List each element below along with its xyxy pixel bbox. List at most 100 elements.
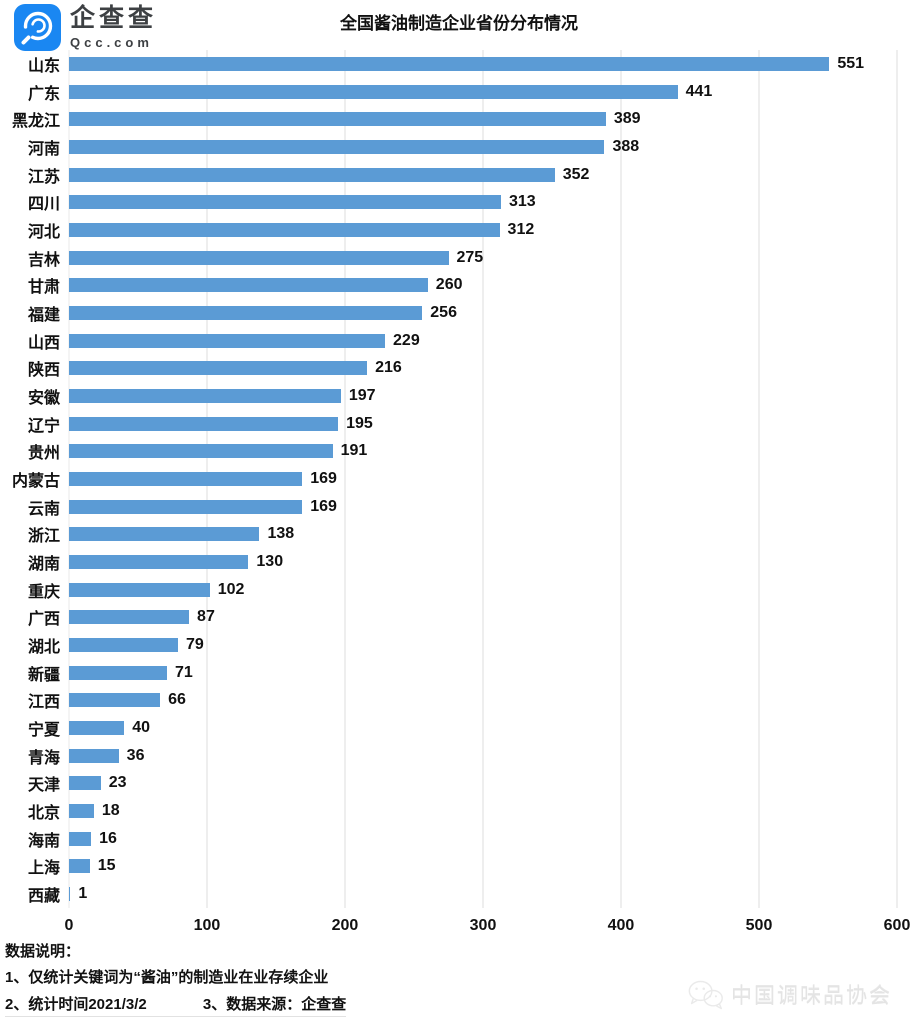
bar-row: 湖南 130 <box>0 548 918 576</box>
x-axis-tick: 600 <box>883 916 911 934</box>
brand-name: 企查查 <box>70 4 158 33</box>
header: 企查查 Qcc.com 全国酱油制造企业省份分布情况 <box>0 0 918 51</box>
bar-chart: 山东 551 广东 441 黑龙江 389 河南 388 江苏 352 <box>0 50 918 908</box>
province-label: 吉林 <box>27 251 60 269</box>
bar <box>69 720 125 735</box>
bar-row: 海南 16 <box>0 825 918 853</box>
value-label: 197 <box>348 386 376 404</box>
bar <box>69 776 101 791</box>
value-label: 79 <box>186 635 204 653</box>
bar-track: 66 <box>69 691 897 709</box>
bar <box>69 693 161 708</box>
bar-row: 宁夏 40 <box>0 714 918 742</box>
province-label: 贵州 <box>27 445 60 463</box>
bar-row: 黑龙江 389 <box>0 105 918 133</box>
province-label: 宁夏 <box>27 721 60 739</box>
value-label: 66 <box>168 691 186 709</box>
bar <box>69 582 210 597</box>
province-label: 青海 <box>27 749 60 767</box>
bar-track: 441 <box>69 82 897 100</box>
bar-row: 云南 169 <box>0 493 918 521</box>
x-axis: 0 100 200 300 400 500 600 <box>65 908 911 942</box>
bar-row: 四川 313 <box>0 188 918 216</box>
value-label: 130 <box>256 552 284 570</box>
province-label: 黑龙江 <box>11 113 60 131</box>
value-label: 138 <box>267 525 295 543</box>
value-label: 256 <box>430 303 457 321</box>
bar-row: 内蒙古 169 <box>0 465 918 493</box>
value-label: 87 <box>197 608 215 626</box>
x-axis-tick: 100 <box>193 916 221 934</box>
province-label: 四川 <box>27 196 60 214</box>
value-label: 102 <box>217 580 245 598</box>
bar-track: 216 <box>69 359 897 377</box>
watermark-text: 中国调味品协会 <box>731 985 892 1008</box>
bar <box>69 278 428 293</box>
value-label: 36 <box>126 746 145 764</box>
bar-track: 195 <box>69 414 897 432</box>
value-label: 18 <box>101 801 120 819</box>
value-label: 23 <box>108 774 127 792</box>
value-label: 388 <box>612 137 640 155</box>
province-label: 海南 <box>27 832 60 850</box>
bar <box>69 859 90 874</box>
bar-track: 16 <box>69 830 897 847</box>
value-label: 169 <box>310 497 337 515</box>
bar-row: 西藏 1 <box>0 880 918 908</box>
province-label: 新疆 <box>27 666 60 684</box>
bar-track: 388 <box>69 137 897 155</box>
bar-row: 山西 229 <box>0 327 918 355</box>
value-label: 551 <box>837 54 865 72</box>
bar-track: 102 <box>69 580 897 598</box>
x-axis-tick: 400 <box>607 916 635 934</box>
value-label: 1 <box>78 884 88 902</box>
bar <box>69 139 605 154</box>
value-label: 191 <box>340 442 368 460</box>
bar-track: 312 <box>69 221 897 238</box>
bar <box>69 748 119 763</box>
bar-rows: 山东 551 广东 441 黑龙江 389 河南 388 江苏 352 <box>0 50 918 908</box>
bar-row: 天津 23 <box>0 769 918 797</box>
bar-row: 福建 256 <box>0 299 918 327</box>
bar-row: 北京 18 <box>0 797 918 825</box>
value-label: 169 <box>310 469 337 487</box>
bar <box>69 554 249 569</box>
bar-track: 191 <box>69 442 897 460</box>
bar <box>69 250 449 265</box>
qcc-logo-icon <box>14 4 61 51</box>
bar <box>69 444 333 459</box>
province-label: 北京 <box>27 804 60 822</box>
note-2: 2、统计时间2021/3/2 <box>5 995 147 1013</box>
bar-track: 229 <box>69 331 897 349</box>
wechat-icon <box>688 980 723 1010</box>
province-label: 广东 <box>27 85 60 103</box>
chart-title: 全国酱油制造企业省份分布情况 <box>340 14 578 33</box>
bar <box>69 305 423 320</box>
x-axis-tick: 200 <box>331 916 359 934</box>
watermark: 中国调味品协会 <box>688 980 892 1010</box>
value-label: 195 <box>346 414 373 432</box>
bar-row: 新疆 71 <box>0 659 918 687</box>
bar <box>69 803 94 818</box>
bar <box>69 610 190 625</box>
x-axis-tick: 300 <box>469 916 497 934</box>
province-label: 山西 <box>27 334 60 352</box>
province-label: 安徽 <box>27 389 60 407</box>
value-label: 216 <box>375 359 402 377</box>
province-label: 陕西 <box>27 362 60 380</box>
bar-row: 浙江 138 <box>0 520 918 548</box>
province-label: 西藏 <box>27 887 60 905</box>
bar-track: 1 <box>69 884 897 902</box>
province-label: 上海 <box>27 860 60 878</box>
bar <box>69 333 386 348</box>
bar <box>69 637 179 652</box>
value-label: 229 <box>393 331 420 349</box>
qcc-logo: 企查查 Qcc.com <box>14 4 157 51</box>
value-label: 441 <box>685 82 713 100</box>
value-label: 352 <box>562 165 590 183</box>
bar-track: 79 <box>69 635 897 653</box>
bar-track: 313 <box>69 193 897 211</box>
bar-track: 169 <box>69 469 897 487</box>
bar <box>69 388 341 403</box>
value-label: 313 <box>508 193 536 211</box>
